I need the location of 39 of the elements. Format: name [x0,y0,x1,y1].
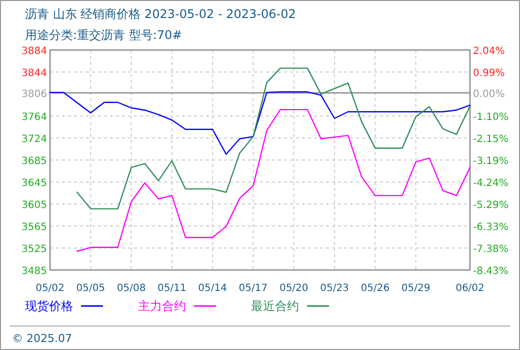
y-tick-label: 3884 [22,46,47,57]
y-tick-label: 3525 [22,244,47,255]
x-tick-label: 05/05 [76,283,106,294]
x-tick-label: 06/02 [456,283,484,294]
chart-title: 沥青 山东 经销商价格 2023-05-02 - 2023-06-02 [25,7,296,21]
x-tick-label: 05/26 [360,283,390,294]
text: © 2025.07 [12,332,72,345]
x-tick-label: 05/02 [36,283,64,294]
y2-tick-label: -2.15% [473,134,508,145]
x-tick-label: 05/14 [198,283,227,294]
y-tick-label: 3645 [22,178,47,189]
y2-tick-label: -6.33% [473,222,508,233]
chart-subtitle: 用途分类:重交沥青 型号:70# [25,28,182,42]
y-tick-label: 3485 [22,266,47,277]
x-tick-label: 05/17 [238,283,268,294]
y-tick-label: 3806 [22,89,47,100]
y-tick-label: 3565 [22,222,47,233]
y2-tick-label: -3.19% [473,156,508,167]
legend-label: 主力合约 [138,299,186,313]
x-tick-label: 05/11 [158,283,186,294]
y2-tick-label: -5.29% [473,200,508,211]
y2-tick-label: -8.43% [473,266,508,277]
legend-label: 现货价格 [25,299,73,313]
y-tick-label: 3764 [22,112,47,123]
x-tick-label: 05/29 [401,283,430,294]
y2-tick-label: -7.38% [473,244,508,255]
y-tick-label: 3724 [22,134,47,145]
y-tick-label: 3685 [22,156,47,167]
y2-tick-label: -1.10% [473,112,508,123]
x-tick-label: 05/20 [279,283,308,294]
y2-tick-label: 2.04% [473,46,505,57]
x-tick-label: 05/08 [116,283,146,294]
x-tick-label: 05/23 [320,283,349,294]
y2-tick-label: 0.99% [473,68,505,79]
y-tick-label: 3844 [22,68,47,79]
legend-label: 最近合约 [251,299,299,313]
y-tick-label: 3605 [22,200,47,211]
y2-tick-label: 0.00% [473,88,505,100]
y2-tick-label: -4.24% [473,178,508,189]
